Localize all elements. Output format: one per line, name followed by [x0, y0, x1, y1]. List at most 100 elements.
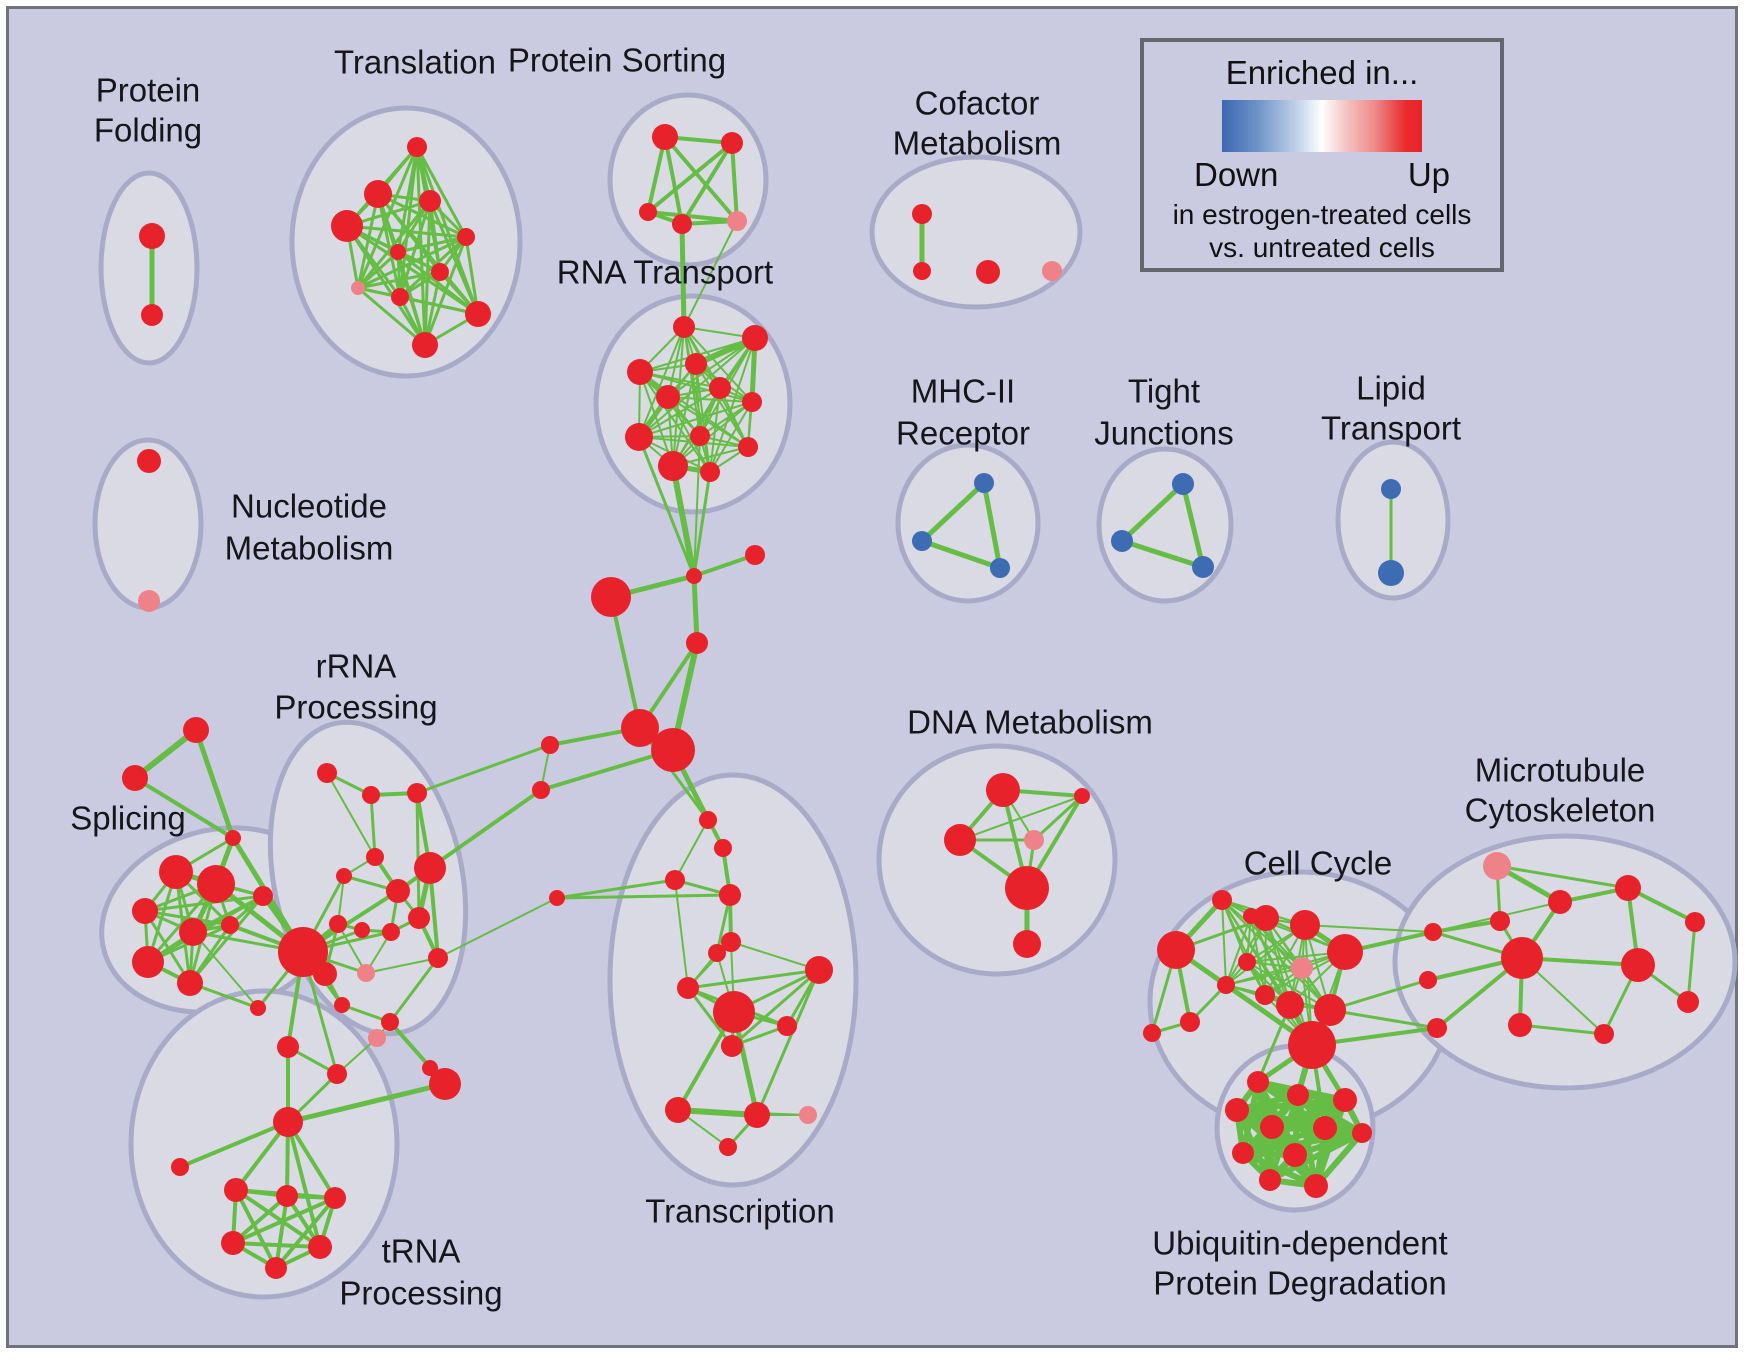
- node-th2: [276, 1185, 298, 1207]
- node-rt11: [658, 451, 688, 481]
- cluster-label-mhc-ii-receptor-line2: Receptor: [896, 415, 1030, 452]
- edge-rt4-rt11: [672, 363, 697, 467]
- edge-c5-r13: [437, 897, 558, 959]
- edge-h1-c1: [638, 726, 710, 822]
- edge-c3-x4: [674, 879, 689, 989]
- node-x4: [677, 977, 699, 999]
- node-br2: [1419, 971, 1437, 989]
- edge-rt6-rt10: [667, 396, 749, 448]
- node-cm2: [913, 262, 931, 280]
- edge-mh2-mh3: [919, 538, 1003, 571]
- edge-cc7-cc9: [1225, 967, 1303, 986]
- edge-bl-h1: [609, 595, 642, 730]
- cluster-ellipse-mhc-ii-receptor: [895, 442, 1041, 604]
- edge-tj1-tj2: [1119, 481, 1186, 544]
- node-u4: [1225, 1098, 1249, 1122]
- node-cm1: [912, 204, 932, 224]
- node-r7: [414, 852, 446, 884]
- node-r15: [381, 1013, 399, 1031]
- node-u2: [1287, 1084, 1309, 1106]
- node-t2: [364, 180, 392, 208]
- node-rt7: [742, 392, 762, 412]
- node-cc5: [1290, 910, 1320, 940]
- node-cm3: [976, 260, 1000, 284]
- edge-r3-r11: [415, 791, 421, 920]
- edge-cc5-br1: [1304, 924, 1434, 933]
- node-x3: [805, 956, 833, 984]
- node-th1: [224, 1178, 248, 1202]
- edge-t5-t6: [396, 235, 468, 254]
- edge-s3-s8: [143, 894, 265, 913]
- node-u6: [1313, 1116, 1337, 1140]
- node-br3: [1427, 1018, 1447, 1038]
- node-jn: [273, 1107, 303, 1137]
- node-r13: [428, 948, 448, 968]
- edge-rt5-rt12: [709, 387, 721, 473]
- cluster-label-protein-sorting-line1: Protein Sorting: [508, 42, 726, 79]
- node-r2: [362, 786, 380, 804]
- node-d1: [986, 773, 1020, 807]
- node-j2: [686, 632, 708, 654]
- node-ln1: [541, 736, 559, 754]
- node-m3: [1490, 911, 1510, 931]
- node-th3: [324, 1187, 346, 1209]
- edge-m1-m5: [1495, 864, 1630, 890]
- edge-t4-t11: [345, 224, 427, 347]
- node-m5: [1615, 875, 1641, 901]
- node-r1: [317, 763, 337, 783]
- edge-cc12-br3: [1328, 1008, 1439, 1030]
- node-r3: [407, 783, 427, 803]
- node-t9: [391, 288, 409, 306]
- cluster-label-trna-processing-line2: Processing: [339, 1275, 502, 1312]
- node-t3: [419, 190, 441, 212]
- node-mh2: [912, 531, 932, 551]
- node-c4: [719, 884, 741, 906]
- edge-r17-jn: [285, 1081, 448, 1125]
- edge-m6-m9: [1686, 920, 1697, 1004]
- node-rt4: [685, 353, 707, 375]
- node-x7: [721, 1035, 743, 1057]
- node-hub1: [278, 927, 328, 977]
- node-lt1: [1381, 479, 1401, 499]
- legend-up-label: Up: [1407, 156, 1450, 193]
- node-t8: [351, 281, 365, 295]
- edge-x4-x7: [686, 986, 734, 1048]
- cluster-label-translation-line1: Translation: [334, 44, 496, 81]
- node-u3: [1333, 1088, 1357, 1112]
- edge-th3-th4: [231, 1196, 337, 1245]
- node-cc9: [1217, 976, 1235, 994]
- node-rt8: [625, 423, 653, 451]
- node-m10: [1508, 1013, 1532, 1037]
- cluster-label-tight-junctions-line1: Tight: [1128, 373, 1200, 410]
- node-ln2: [532, 781, 550, 799]
- node-rn: [745, 545, 765, 565]
- edge-cc4-cc9: [1225, 917, 1267, 986]
- cluster-label-mhc-ii-receptor-line1: MHC-II: [911, 373, 1015, 410]
- edge-tj2-tj3: [1119, 538, 1206, 570]
- edge-cc2-cc9: [1221, 899, 1227, 986]
- node-m1: [1483, 852, 1511, 880]
- node-x6: [777, 1016, 797, 1036]
- node-r6: [386, 879, 410, 903]
- cluster-label-microtubule-cytoskeleton-line1: Microtubule: [1475, 752, 1646, 789]
- edge-ps2-ps5: [730, 141, 739, 223]
- node-rt10: [738, 437, 758, 457]
- edge-st1-sj: [193, 727, 236, 841]
- edge-t9-t10: [398, 295, 480, 316]
- edge-cc5-cc9: [1225, 924, 1306, 986]
- legend-title: Enriched in...: [1225, 54, 1419, 91]
- cluster-label-ubiquitin-degradation-line1: Ubiquitin-dependent: [1152, 1225, 1447, 1262]
- node-u5: [1260, 1115, 1284, 1139]
- node-d5: [1005, 866, 1049, 910]
- edge-rt3-rt12: [639, 371, 711, 473]
- node-r8: [329, 915, 347, 933]
- node-u11: [1304, 1174, 1328, 1198]
- node-r16: [422, 1060, 438, 1076]
- node-j1: [686, 568, 702, 584]
- node-s4: [179, 918, 207, 946]
- edge-u3-u4: [1234, 1097, 1348, 1113]
- edge-x1-x3: [730, 941, 820, 971]
- node-u9: [1283, 1143, 1307, 1167]
- cluster-label-lipid-transport-line2: Transport: [1321, 410, 1461, 447]
- node-rt12: [700, 462, 720, 482]
